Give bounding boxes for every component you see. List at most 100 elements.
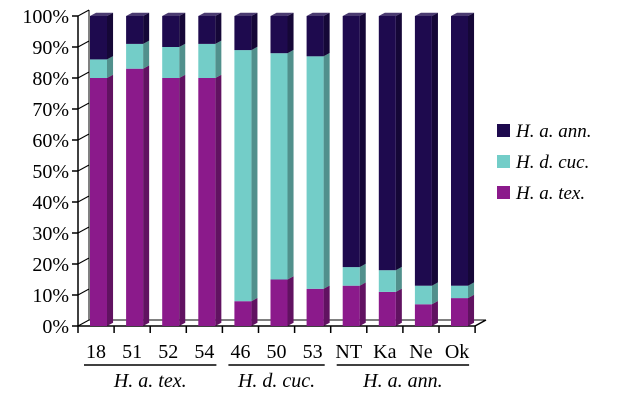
bar-side xyxy=(107,56,114,78)
y-tick-depth xyxy=(77,288,90,296)
x-tick-label: 54 xyxy=(194,341,214,363)
bar-segment xyxy=(270,53,288,280)
bar-segment xyxy=(162,78,180,326)
bar-stack xyxy=(234,12,258,326)
y-tick-depth xyxy=(77,195,90,203)
bar-stack xyxy=(414,12,438,326)
bar-side xyxy=(287,49,294,280)
legend-swatch xyxy=(497,155,510,168)
bar-stack xyxy=(306,12,330,326)
bar-segment xyxy=(162,47,180,78)
legend-item: H. a. tex. xyxy=(497,183,585,204)
bar-side xyxy=(107,74,114,326)
bar-side xyxy=(143,12,150,44)
x-tick-label: 52 xyxy=(158,341,178,363)
x-tick-label: Ok xyxy=(445,341,469,363)
bar-segment xyxy=(451,285,468,299)
bar-side xyxy=(107,12,114,60)
legend-swatch xyxy=(497,186,510,199)
bar-segment xyxy=(198,78,216,326)
bar-segment xyxy=(198,16,216,44)
bar-segment xyxy=(378,291,396,326)
x-tick-label: Ka xyxy=(373,341,396,363)
bar-side xyxy=(468,294,475,326)
y-tick-label: 100% xyxy=(22,6,69,28)
bar-segment xyxy=(342,16,360,268)
bar-top xyxy=(306,12,330,16)
x-tick-label: 46 xyxy=(230,341,250,363)
bar-segment xyxy=(342,285,360,326)
bar-segment xyxy=(126,16,144,44)
y-tick-depth xyxy=(77,40,90,48)
bar-segment xyxy=(270,16,288,54)
bar-segment xyxy=(198,43,216,78)
bar-segment xyxy=(90,78,107,326)
x-tick-label: 51 xyxy=(122,341,142,363)
bar-segment xyxy=(306,56,324,289)
bar-top xyxy=(270,12,294,16)
bar-segment xyxy=(378,16,396,271)
x-tick-label: NT xyxy=(335,341,362,363)
bar-side xyxy=(179,74,186,326)
y-tick-depth xyxy=(77,319,90,327)
x-tick-label: 53 xyxy=(303,341,323,363)
bar-top xyxy=(162,12,186,16)
bar-stack xyxy=(451,12,475,326)
bar-top xyxy=(90,12,114,16)
bar-segment xyxy=(306,16,324,57)
bar-side xyxy=(323,53,330,289)
legend-item: H. a. ann. xyxy=(497,121,591,142)
y-tick-depth xyxy=(77,9,90,17)
bar-side xyxy=(431,282,438,305)
bar-side xyxy=(431,301,438,326)
y-tick-label: 60% xyxy=(32,130,69,152)
y-tick-depth xyxy=(77,257,90,265)
bar-side xyxy=(215,40,222,78)
legend-label: H. a. ann. xyxy=(515,121,591,142)
bar-stack xyxy=(126,12,150,327)
group-label: H. a. ann. xyxy=(362,370,442,391)
bar-segment xyxy=(378,270,396,292)
y-tick-label: 30% xyxy=(32,223,69,245)
bars xyxy=(90,12,475,327)
bar-side xyxy=(359,263,366,286)
bar-side xyxy=(215,12,222,44)
y-tick-depth xyxy=(77,226,90,234)
y-tick-label: 90% xyxy=(32,37,69,59)
bar-top xyxy=(342,12,366,16)
bar-side xyxy=(143,65,150,327)
bar-side xyxy=(431,12,438,286)
bar-segment xyxy=(126,68,144,326)
bar-stack xyxy=(90,12,114,326)
bar-side xyxy=(251,12,258,51)
bar-segment xyxy=(162,16,180,47)
y-tick-label: 0% xyxy=(42,316,69,338)
bar-top xyxy=(451,12,475,16)
y-tick-label: 10% xyxy=(32,285,69,307)
bar-stack xyxy=(270,12,294,326)
bar-segment xyxy=(414,285,432,305)
floor-right-edge xyxy=(474,319,487,327)
group-label: H. a. tex. xyxy=(113,370,187,391)
bar-top xyxy=(126,12,150,16)
bar-side xyxy=(323,285,330,326)
bar-segment xyxy=(451,16,468,286)
bar-top xyxy=(414,12,438,16)
bar-side xyxy=(323,12,330,57)
y-tick-label: 40% xyxy=(32,192,69,214)
x-tick-label: Ne xyxy=(409,341,432,363)
x-tick-label: 50 xyxy=(267,341,287,363)
bar-segment xyxy=(234,301,252,326)
bar-stack xyxy=(378,12,402,326)
group-label: H. d. cuc. xyxy=(237,370,315,391)
bar-side xyxy=(287,276,294,326)
bar-segment xyxy=(306,288,324,326)
bar-side xyxy=(251,297,258,326)
y-tick-depth xyxy=(77,133,90,141)
y-tick-depth xyxy=(77,71,90,79)
bar-segment xyxy=(414,16,432,286)
legend: H. a. ann. H. d. cuc. H. a. tex. xyxy=(497,121,591,204)
y-tick-label: 80% xyxy=(32,68,69,90)
bar-top xyxy=(234,12,258,16)
